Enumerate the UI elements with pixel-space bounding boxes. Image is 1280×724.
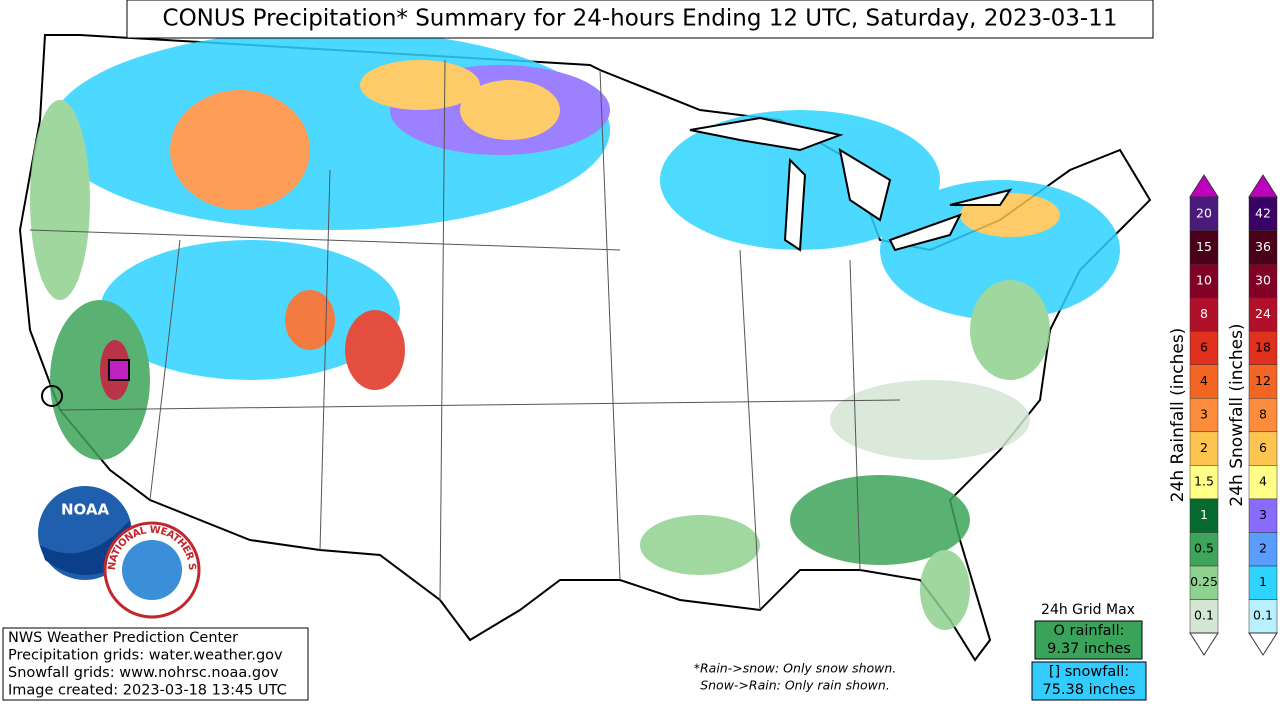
rainfall-max-line: O rainfall: [1053,623,1124,639]
colorbar-segment [1248,330,1278,365]
rainfall-max-line: 9.37 inches [1047,641,1131,657]
colorbar-tick-label: 15 [1196,239,1212,254]
title-box [126,0,1154,39]
colorbar-segment [1248,297,1278,332]
colorbar-tick-label: 0.1 [1194,608,1214,623]
credit-line: Image created: 2023-03-18 13:45 UTC [8,683,287,699]
colorbar-tick-label: 6 [1259,440,1267,455]
colorbar-tick-label: 1.5 [1194,474,1214,489]
colorbar-segment [1189,330,1219,365]
colorbar-segment [1189,364,1219,399]
colorbar-segment [1248,263,1278,298]
noaa-logo-text: NOAA [61,501,110,519]
colorbar-tick-label: 10 [1196,272,1212,287]
colorbar-segment [1189,297,1219,332]
snowfall-max-box [1031,661,1147,701]
colorbar-tick-label: 0.1 [1253,608,1273,623]
colorbar-tick-label: 8 [1259,407,1267,422]
colorbar-tick-label: 18 [1255,339,1271,354]
colorbar-bottom-arrow [1248,632,1278,656]
colorbar-segment [1248,498,1278,533]
colorbar-bottom-arrow [1189,632,1219,656]
credit-line: NWS Weather Prediction Center [8,630,238,646]
title: CONUS Precipitation* Summary for 24-hour… [163,6,1118,32]
grid-max-values: O rainfall: 9.37 inches [] snowfall: 75.38 … [1043,623,1136,698]
grid-max-heading: 24h Grid Max [1041,602,1135,618]
legends: 0.1 0.25 0.5 1 1.5 2 3 4 6 8 10 15 20 24h Rainfall (i… [1168,174,1278,656]
colorbar-tick-label: 0.25 [1190,574,1218,589]
colorbar-tick-label: 3 [1200,407,1208,422]
colorbar-segment [1189,196,1219,231]
snowfall-max-line: [] snowfall: [1049,664,1129,680]
nws-logo-inner [122,540,182,600]
colorbar-tick-label: 0.5 [1194,541,1214,556]
colorbar-tick-label: 2 [1200,440,1208,455]
credits-box [2,627,309,701]
colorbar-segment [1248,599,1278,634]
great-lakes [689,116,1013,252]
colorbar-tick-label: 4 [1259,474,1267,489]
state-borders [29,59,901,611]
colorbar-segment [1248,532,1278,567]
colorbar-segment [1248,196,1278,231]
colorbar-tick-label: 3 [1259,507,1267,522]
colorbar-tick-label: 2 [1259,541,1267,556]
colorbar-tick-label: 6 [1200,339,1208,354]
colorbar-segment [1248,431,1278,466]
colorbar-tick-label: 4 [1200,373,1208,388]
credit-line: Snowfall grids: www.nohrsc.noaa.gov [8,665,279,681]
colorbar-segment [1189,532,1219,567]
colorbar-segment [1189,230,1219,265]
colorbar-segment [1189,465,1219,500]
colorbar-label: 24h Snowfall (inches) [1227,323,1247,506]
colorbar-top-arrow [1248,174,1278,198]
colorbar-tick-label: 36 [1255,239,1271,254]
footnote-line: Snow->Rain: Only rain shown. [700,678,890,693]
colorbar-segment [1248,397,1278,433]
credits: NWS Weather Prediction Center Precipitati… [8,630,287,699]
rainfall-max-box [1034,620,1143,660]
footnote-line: *Rain->snow: Only snow shown. [694,661,897,676]
colorbar-tick-label: 30 [1255,272,1271,287]
colorbar-tick-label: 24 [1255,306,1271,321]
colorbar-segment [1248,364,1278,399]
colorbar-segment [1189,431,1219,466]
snowfall-max-marker [108,359,130,381]
colorbar-tick-label: 42 [1255,205,1271,220]
colorbar-segment [1189,498,1219,533]
rainfall-max-marker [41,385,63,407]
colorbar-segment [1248,565,1278,600]
colorbar-segment [1248,230,1278,265]
colorbar-segment [1189,263,1219,298]
colorbar-tick-label: 12 [1255,373,1271,388]
colorbar-tick-label: 20 [1196,205,1212,220]
colorbar-tick-label: 8 [1200,306,1208,321]
colorbar-segment [1189,397,1219,433]
colorbar-segment [1189,565,1219,600]
colorbar-top-arrow [1189,174,1219,198]
credit-line: Precipitation grids: water.weather.gov [8,648,283,664]
snowfall-max-line: 75.38 inches [1043,682,1136,698]
footnote: *Rain->snow: Only snow shown. Snow->Rain:… [694,661,897,693]
colorbar-label: 24h Rainfall (inches) [1168,328,1188,503]
colorbar-tick-label: 1 [1259,574,1267,589]
colorbar-tick-label: 1 [1200,507,1208,522]
